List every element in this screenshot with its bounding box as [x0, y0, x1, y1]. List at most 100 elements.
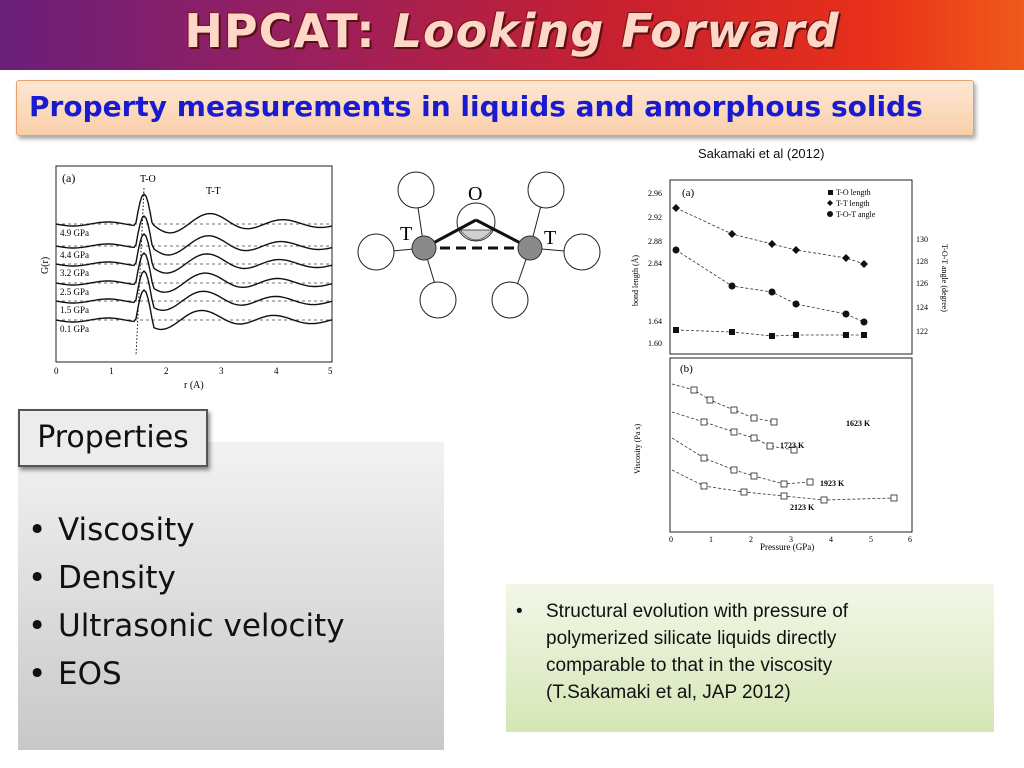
gr-ylabel: G(r)	[40, 257, 51, 274]
gr-xtick: 5	[328, 366, 333, 376]
gr-xtick: 1	[109, 366, 114, 376]
ytick: 124	[916, 303, 928, 312]
gr-curve	[55, 269, 333, 311]
properties-header: Properties	[18, 409, 208, 467]
open-square-marker	[750, 472, 758, 480]
square-marker	[769, 333, 775, 339]
gr-peak-label-to: T-O	[140, 174, 156, 185]
gr-curve	[55, 192, 333, 234]
diamond-marker	[860, 260, 868, 268]
diamond-marker	[792, 246, 800, 254]
gr-pressure-label: 2.5 GPa	[60, 287, 89, 297]
gr-xlabel: r (A)	[184, 380, 204, 391]
ytick: 130	[916, 235, 928, 244]
bond-legend: T-O length T-T length T-O-T angle	[827, 188, 876, 219]
gr-xtick: 0	[54, 366, 59, 376]
legend-diamond-marker	[827, 200, 833, 206]
property-label: Ultrasonic velocity	[58, 608, 345, 644]
circle-marker	[842, 310, 850, 318]
circle-marker	[728, 282, 736, 290]
gr-curve	[55, 214, 333, 256]
note-line: comparable to that in the viscosity	[516, 652, 978, 679]
structure-label-t: T	[544, 227, 556, 249]
gr-pressure-label: 4.4 GPa	[60, 250, 89, 260]
series-fit-line	[671, 411, 795, 451]
legend-square-marker	[828, 190, 833, 195]
square-marker	[673, 327, 679, 333]
properties-panel: • Viscosity • Density • Ultrasonic velocity…	[18, 442, 444, 750]
xtick: 4	[829, 535, 833, 544]
circle-marker	[860, 318, 868, 326]
open-square-marker	[890, 494, 898, 502]
properties-list: • Viscosity • Density • Ultrasonic velocity…	[18, 506, 444, 698]
gr-pressure-label: 0.1 GPa	[60, 324, 89, 334]
gr-pressure-label: 3.2 GPa	[60, 268, 89, 278]
gr-panel-label: (a)	[62, 171, 75, 185]
open-square-marker	[806, 478, 814, 486]
open-square-marker	[770, 418, 778, 426]
legend-entry: T-T length	[836, 199, 870, 208]
title-prefix: HPCAT:	[184, 4, 393, 58]
viscosity-series-labels: 1623 K 1723 K 1923 K 2123 K	[780, 419, 871, 512]
oxygen-atom	[527, 171, 565, 209]
series-label: 1623 K	[846, 419, 871, 428]
slide-subtitle: Property measurements in liquids and amo…	[16, 80, 974, 136]
property-label: Density	[58, 560, 176, 596]
figure-citation: Sakamaki et al (2012)	[698, 146, 825, 161]
ytick: 2.88	[648, 237, 662, 246]
viscosity-plot-frame	[669, 357, 913, 533]
tot-structure-diagram: O T T	[357, 171, 601, 319]
gr-peak-guide	[135, 187, 145, 357]
note-text: comparable to that in the viscosity	[546, 655, 833, 676]
open-square-marker	[690, 386, 698, 394]
bond-yticks-left: 2.96 2.92 2.88 2.84 1.64 1.60	[648, 189, 662, 348]
open-square-marker	[700, 454, 708, 462]
series-fit-line	[671, 469, 895, 501]
bond-ylabel-right: T-O-T angle (degree)	[940, 244, 949, 312]
bond-ylabel-left: bond length (Å)	[631, 255, 640, 306]
open-square-marker	[780, 480, 788, 488]
viscosity-series	[671, 383, 898, 504]
gr-pressure-label: 1.5 GPa	[60, 305, 89, 315]
oxygen-atom	[419, 281, 457, 319]
gr-pressure-labels: 4.9 GPa 4.4 GPa 3.2 GPa 2.5 GPa 1.5 GPa …	[60, 228, 89, 334]
bond-plot-frame	[669, 179, 913, 355]
viscosity-ylabel: Viscosity (Pa s)	[633, 423, 642, 474]
open-square-marker	[790, 446, 798, 454]
series-fit-line	[675, 249, 865, 323]
gr-xticks: 0 1 2 3 4 5	[54, 366, 333, 376]
ytick: 1.60	[648, 339, 662, 348]
title-banner: HPCAT: Looking Forward	[0, 0, 1024, 70]
open-square-marker	[740, 488, 748, 496]
property-item: • Viscosity	[28, 512, 195, 548]
gr-curves	[55, 187, 333, 357]
circle-marker	[792, 300, 800, 308]
open-square-marker	[730, 406, 738, 414]
square-marker	[861, 332, 867, 338]
viscosity-xticks: 0 1 2 3 4 5 6	[669, 535, 912, 544]
tetrahedral-atom	[517, 235, 543, 261]
ytick: 122	[916, 327, 928, 336]
ytick: 2.92	[648, 213, 662, 222]
open-square-marker	[730, 466, 738, 474]
gr-curve	[55, 288, 333, 331]
xtick: 5	[869, 535, 873, 544]
tetrahedral-atom	[411, 235, 437, 261]
square-marker	[793, 332, 799, 338]
bond-series	[672, 204, 868, 339]
legend-entry: T-O length	[836, 188, 871, 197]
square-marker	[843, 332, 849, 338]
open-square-marker	[730, 428, 738, 436]
circle-marker	[768, 288, 776, 296]
gr-curve	[55, 232, 333, 274]
bond-yticks-right: 130 128 126 124 122	[916, 235, 928, 336]
open-square-marker	[700, 482, 708, 490]
bond-panel-label: (a)	[682, 187, 695, 199]
property-label: Viscosity	[58, 512, 195, 548]
gr-plot-figure: (a) T-O T-T 4.9 GPa 4.4 GPa 3.2 GPa 2.5 …	[40, 165, 333, 391]
legend-entry: T-O-T angle	[836, 210, 876, 219]
structure-label-o: O	[468, 183, 482, 205]
diamond-marker	[768, 240, 776, 248]
square-marker	[729, 329, 735, 335]
series-label: 2123 K	[790, 503, 815, 512]
